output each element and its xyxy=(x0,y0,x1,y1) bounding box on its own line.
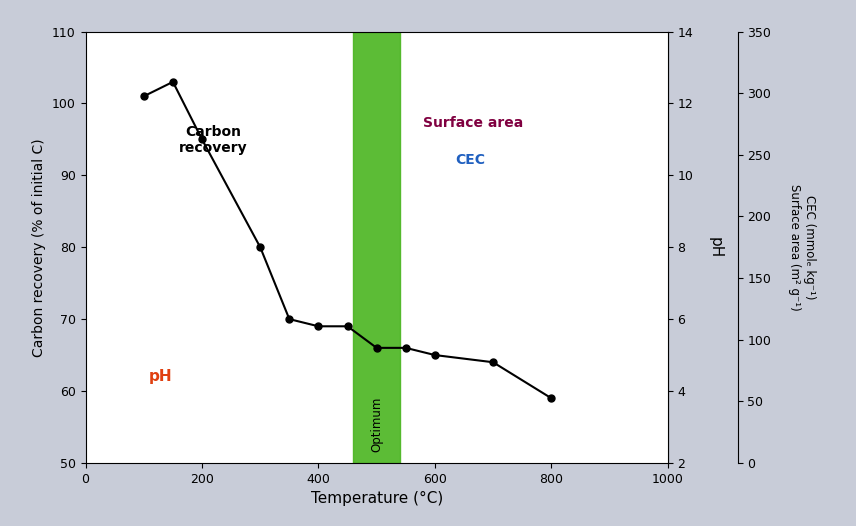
Text: Carbon
recovery: Carbon recovery xyxy=(180,125,248,155)
Text: CEC: CEC xyxy=(455,153,485,167)
X-axis label: Temperature (°C): Temperature (°C) xyxy=(311,491,443,506)
Bar xyxy=(354,32,400,463)
Text: Surface area: Surface area xyxy=(423,116,524,130)
Text: pH: pH xyxy=(148,369,172,384)
Y-axis label: pH: pH xyxy=(707,237,722,258)
Y-axis label: Carbon recovery (% of initial C): Carbon recovery (% of initial C) xyxy=(33,138,46,357)
Y-axis label: CEC (mmolₑ kg⁻¹)
Surface area (m² g⁻¹): CEC (mmolₑ kg⁻¹) Surface area (m² g⁻¹) xyxy=(788,184,816,310)
Text: Optimum: Optimum xyxy=(370,397,383,452)
